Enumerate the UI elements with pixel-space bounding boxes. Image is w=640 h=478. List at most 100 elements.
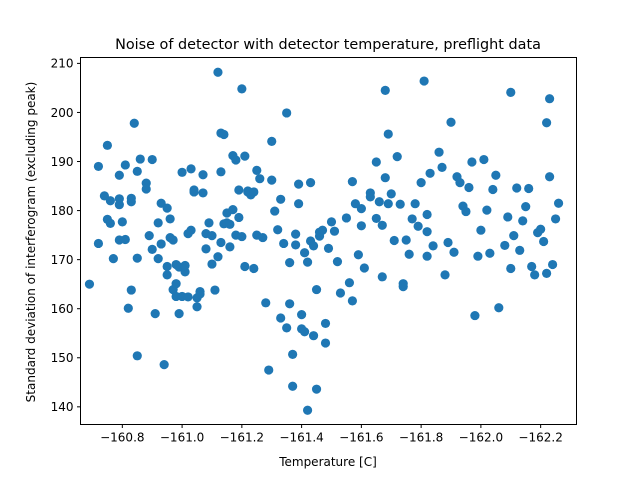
data-point xyxy=(207,259,217,269)
data-point xyxy=(240,261,250,272)
data-point xyxy=(308,331,319,341)
data-point xyxy=(509,231,519,241)
data-point xyxy=(386,189,396,199)
data-point xyxy=(105,196,115,206)
data-point xyxy=(347,177,357,187)
data-point xyxy=(437,162,447,172)
data-point xyxy=(482,205,492,215)
data-point xyxy=(267,175,277,185)
data-point xyxy=(359,263,369,273)
data-point xyxy=(141,184,151,194)
y-tick-label: 200 xyxy=(51,106,74,120)
data-point xyxy=(449,247,459,257)
data-point xyxy=(473,251,483,261)
data-point xyxy=(291,229,301,239)
y-axis-ticks: 140 150 160 170 180 190 200 210 xyxy=(51,57,81,414)
data-point xyxy=(162,203,172,213)
data-point xyxy=(288,349,298,359)
data-point xyxy=(389,235,399,246)
data-point xyxy=(189,187,199,197)
data-point xyxy=(506,87,516,97)
data-point xyxy=(300,327,310,337)
data-point xyxy=(476,225,486,235)
data-point xyxy=(470,310,480,321)
data-point xyxy=(180,260,190,271)
data-point xyxy=(320,338,331,348)
data-point xyxy=(479,154,489,165)
data-point xyxy=(267,136,277,146)
data-point xyxy=(422,209,432,220)
data-point xyxy=(219,129,229,140)
data-point xyxy=(491,170,501,180)
data-point xyxy=(117,217,127,227)
chart-title: Noise of detector with detector temperat… xyxy=(115,37,541,53)
data-point xyxy=(407,214,417,224)
data-point xyxy=(527,261,537,272)
data-point xyxy=(326,217,337,227)
data-point xyxy=(383,129,393,139)
data-point xyxy=(413,221,423,231)
data-point xyxy=(515,245,525,255)
data-point xyxy=(398,279,408,289)
data-point xyxy=(294,179,304,189)
data-points xyxy=(84,67,564,415)
data-point xyxy=(285,299,295,309)
data-point xyxy=(536,224,546,234)
data-point xyxy=(302,257,313,267)
data-point xyxy=(521,202,531,212)
data-point xyxy=(446,117,456,127)
data-point xyxy=(506,263,516,274)
x-tick-label: −162.2 xyxy=(518,431,562,445)
data-point xyxy=(180,267,190,277)
data-point xyxy=(213,67,223,77)
data-point xyxy=(105,218,115,228)
data-point xyxy=(237,231,247,242)
data-point xyxy=(443,237,453,248)
data-point xyxy=(455,178,465,188)
data-point xyxy=(428,241,438,251)
data-point xyxy=(174,309,184,319)
data-point xyxy=(270,206,280,216)
data-point xyxy=(344,278,355,288)
data-point xyxy=(216,237,226,248)
data-point xyxy=(302,405,313,415)
data-point xyxy=(108,254,118,264)
data-point xyxy=(126,285,136,295)
data-point xyxy=(147,244,157,254)
y-tick-label: 170 xyxy=(51,253,74,267)
data-point xyxy=(276,313,286,323)
data-point xyxy=(228,205,238,215)
data-point xyxy=(153,218,163,228)
data-point xyxy=(392,152,402,162)
data-point xyxy=(380,173,390,183)
data-point xyxy=(234,212,244,223)
data-point xyxy=(548,259,558,270)
data-point xyxy=(255,174,265,184)
data-point xyxy=(210,285,220,295)
data-point xyxy=(377,272,387,282)
data-point xyxy=(162,261,172,272)
data-point xyxy=(153,254,163,264)
y-tick-label: 190 xyxy=(51,155,74,169)
data-point xyxy=(341,213,352,223)
data-point xyxy=(380,85,390,95)
data-point xyxy=(553,198,564,208)
data-point xyxy=(503,212,513,222)
data-point xyxy=(285,257,295,268)
data-point xyxy=(162,270,172,280)
x-tick-label: −161.4 xyxy=(279,431,323,445)
data-point xyxy=(234,185,244,195)
y-tick-label: 150 xyxy=(51,351,74,365)
data-point xyxy=(329,226,340,236)
data-point xyxy=(320,318,331,329)
data-point xyxy=(249,263,259,274)
data-point xyxy=(308,241,319,251)
data-point xyxy=(317,225,328,235)
data-point xyxy=(93,238,104,249)
data-point xyxy=(129,118,139,128)
data-point xyxy=(545,94,555,104)
data-point xyxy=(323,243,334,253)
data-point xyxy=(132,166,142,176)
data-point xyxy=(416,178,426,188)
data-point xyxy=(126,193,136,203)
